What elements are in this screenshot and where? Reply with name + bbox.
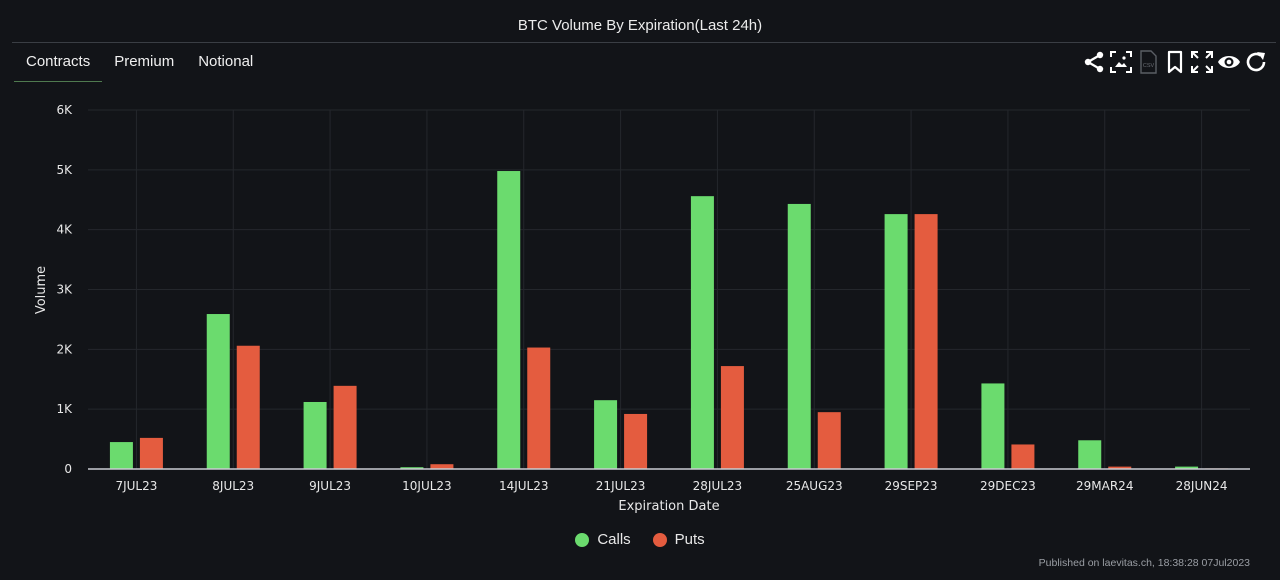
puts-bar[interactable] bbox=[430, 464, 454, 469]
calls-bar[interactable] bbox=[400, 467, 424, 469]
calls-legend-marker bbox=[575, 532, 590, 547]
title-divider bbox=[12, 42, 1276, 43]
refresh-button[interactable] bbox=[1244, 49, 1268, 75]
x-tick-label: 29MAR24 bbox=[1076, 479, 1133, 493]
legend-label-calls: Calls bbox=[597, 531, 631, 548]
calls-bar[interactable] bbox=[981, 383, 1005, 469]
calls-bar[interactable] bbox=[303, 401, 327, 469]
legend-label-puts: Puts bbox=[674, 531, 705, 548]
y-tick-label: 1K bbox=[56, 402, 73, 416]
x-tick-label: 21JUL23 bbox=[596, 479, 646, 493]
y-tick-label: 6K bbox=[56, 103, 73, 117]
calls-bar[interactable] bbox=[594, 400, 618, 469]
legend-item-puts[interactable]: Puts bbox=[652, 531, 705, 548]
calls-bar[interactable] bbox=[109, 442, 133, 469]
x-tick-label: 29DEC23 bbox=[980, 479, 1036, 493]
puts-bar[interactable] bbox=[624, 413, 648, 469]
calls-bar[interactable] bbox=[787, 203, 811, 469]
calls-bar[interactable] bbox=[1175, 466, 1199, 469]
calls-bar[interactable] bbox=[1078, 440, 1102, 469]
share-button[interactable] bbox=[1082, 49, 1106, 75]
axes: 0 1K 2K 3K 4K 5K 6K 7JUL23 8JUL23 9JUL23 10JUL23 14… bbox=[56, 103, 1250, 493]
chart-toolbar: CSV bbox=[1082, 49, 1268, 75]
calls-bar[interactable] bbox=[206, 314, 230, 469]
puts-bar[interactable] bbox=[817, 412, 841, 469]
legend-item-calls[interactable]: Calls bbox=[575, 531, 631, 548]
x-tick-label: 25AUG23 bbox=[786, 479, 843, 493]
x-tick-label: 28JUN24 bbox=[1176, 479, 1228, 493]
published-note: Published on laevitas.ch, 18:38:28 07Jul… bbox=[1038, 557, 1250, 569]
puts-bar[interactable] bbox=[527, 347, 551, 469]
metric-tabs: Contracts Premium Notional bbox=[14, 44, 265, 82]
image-download-icon bbox=[1110, 51, 1132, 73]
puts-bar[interactable] bbox=[333, 385, 357, 469]
x-tick-label: 28JUL23 bbox=[693, 479, 743, 493]
tab-notional[interactable]: Notional bbox=[198, 53, 254, 70]
download-image-button[interactable] bbox=[1109, 49, 1133, 75]
puts-bar[interactable] bbox=[139, 437, 163, 469]
puts-bar[interactable] bbox=[236, 345, 260, 469]
share-icon bbox=[1084, 51, 1104, 73]
x-tick-label: 7JUL23 bbox=[115, 479, 157, 493]
fullscreen-icon bbox=[1191, 51, 1213, 73]
eye-icon bbox=[1218, 56, 1240, 68]
y-tick-label: 4K bbox=[56, 223, 73, 237]
y-tick-label: 2K bbox=[56, 342, 73, 356]
bar-chart: 0 1K 2K 3K 4K 5K 6K 7JUL23 8JUL23 9JUL23 10JUL23 14… bbox=[34, 103, 1250, 514]
csv-download-icon: CSV bbox=[1140, 50, 1157, 74]
x-tick-label: 8JUL23 bbox=[212, 479, 254, 493]
fullscreen-button[interactable] bbox=[1190, 49, 1214, 75]
x-tick-label: 10JUL23 bbox=[402, 479, 452, 493]
y-axis-label: Volume bbox=[34, 266, 49, 314]
puts-legend-marker bbox=[652, 532, 667, 547]
x-tick-label: 14JUL23 bbox=[499, 479, 549, 493]
calls-bar[interactable] bbox=[690, 196, 714, 469]
bookmark-button[interactable] bbox=[1163, 49, 1187, 75]
bookmark-icon bbox=[1167, 50, 1183, 74]
puts-bar[interactable] bbox=[720, 366, 744, 469]
x-axis-label: Expiration Date bbox=[618, 499, 719, 514]
y-tick-label: 3K bbox=[56, 283, 73, 297]
chart-title: BTC Volume By Expiration(Last 24h) bbox=[517, 17, 763, 34]
chart-legend: Calls Puts bbox=[0, 531, 1280, 548]
svg-text:CSV: CSV bbox=[1143, 63, 1155, 69]
puts-bar[interactable] bbox=[1108, 466, 1132, 469]
refresh-icon bbox=[1246, 52, 1266, 72]
download-csv-button[interactable]: CSV bbox=[1136, 49, 1160, 75]
calls-bar[interactable] bbox=[497, 171, 521, 469]
bars bbox=[109, 171, 1229, 470]
calls-bar[interactable] bbox=[884, 214, 908, 469]
tab-premium[interactable]: Premium bbox=[114, 53, 175, 70]
tab-contracts[interactable]: Contracts bbox=[14, 44, 103, 82]
toggle-visibility-button[interactable] bbox=[1217, 49, 1241, 75]
x-tick-label: 9JUL23 bbox=[309, 479, 351, 493]
y-tick-label: 0 bbox=[64, 462, 72, 476]
y-tick-label: 5K bbox=[56, 163, 73, 177]
grid-lines bbox=[88, 109, 1250, 469]
x-tick-label: 29SEP23 bbox=[885, 479, 938, 493]
puts-bar[interactable] bbox=[914, 214, 938, 469]
puts-bar[interactable] bbox=[1011, 444, 1035, 469]
